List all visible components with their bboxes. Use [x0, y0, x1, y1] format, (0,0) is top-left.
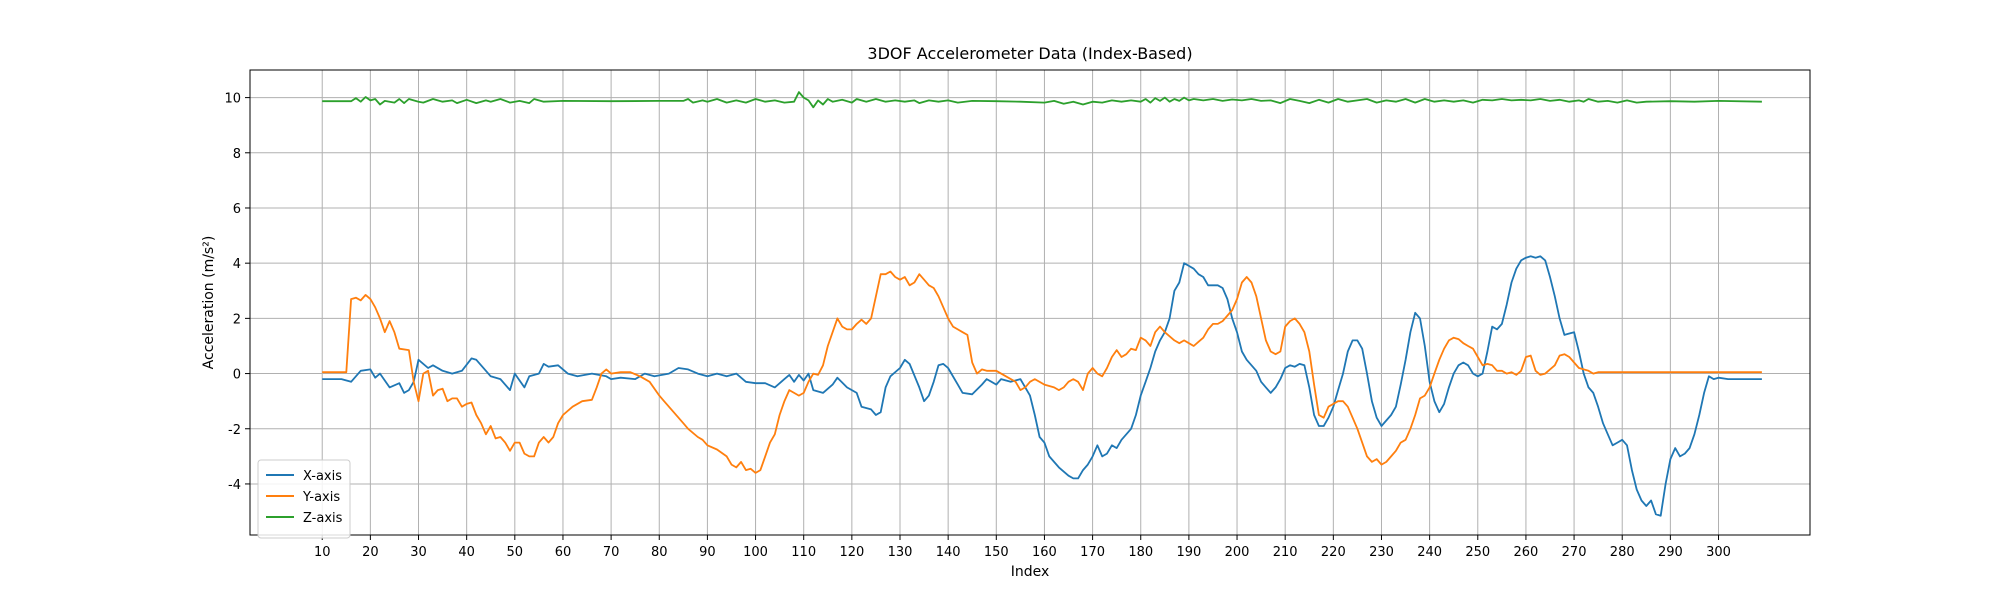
x-tick-label: 240	[1417, 545, 1442, 560]
x-tick-label: 180	[1128, 545, 1153, 560]
legend-entries: X-axis Y-axis Z-axis	[266, 469, 343, 526]
y-tick-label: 6	[233, 202, 241, 217]
x-tick-label: 10	[314, 545, 331, 560]
x-tick-label: 280	[1610, 545, 1635, 560]
x-tick-label: 130	[888, 545, 913, 560]
series-layer	[322, 91, 1762, 517]
y-tick-label: 4	[233, 257, 241, 272]
legend-label: X-axis	[303, 469, 342, 484]
legend-label: Z-axis	[303, 511, 343, 526]
x-tick-label: 210	[1273, 545, 1298, 560]
plot-frame	[249, 69, 1811, 536]
x-tick-label: 120	[839, 545, 864, 560]
grid	[250, 70, 1810, 535]
x-tick-label: 230	[1369, 545, 1394, 560]
legend: X-axis Y-axis Z-axis	[257, 459, 351, 539]
x-tick-label: 40	[458, 545, 475, 560]
y-axis-label: Acceleration (m/s²)	[201, 236, 217, 370]
x-axis-label: Index	[1011, 564, 1050, 580]
chart-title: 3DOF Accelerometer Data (Index-Based)	[867, 44, 1192, 63]
x-tick-label: 300	[1706, 545, 1731, 560]
x-tick-label: 70	[603, 545, 620, 560]
x-tick-label: 270	[1562, 545, 1587, 560]
y-tick-label: 0	[233, 368, 241, 383]
y-tick-label: -2	[228, 423, 241, 438]
x-tick-label: 160	[1032, 545, 1057, 560]
x-tick-label: 250	[1465, 545, 1490, 560]
series-line-z-axis	[322, 91, 1762, 109]
x-tick-label: 30	[410, 545, 427, 560]
x-tick-label: 100	[743, 545, 768, 560]
x-tick-label: 200	[1225, 545, 1250, 560]
x-tick-label: 50	[507, 545, 524, 560]
y-tick-label: 2	[233, 312, 241, 327]
x-tick-label: 90	[699, 545, 716, 560]
series-line-y-axis	[322, 270, 1762, 474]
y-tick-label: 8	[233, 147, 241, 162]
x-tick-label: 80	[651, 545, 668, 560]
x-tick-label: 170	[1080, 545, 1105, 560]
ticks: 10 20 30 40 50 60 70 80 90 100 110 120 130 140 150 160 1…	[224, 92, 1730, 560]
x-tick-label: 60	[555, 545, 572, 560]
y-tick-label: -4	[228, 478, 241, 493]
x-tick-label: 150	[984, 545, 1009, 560]
x-tick-label: 140	[936, 545, 961, 560]
x-tick-label: 220	[1321, 545, 1346, 560]
legend-box	[257, 459, 351, 539]
x-tick-label: 260	[1514, 545, 1539, 560]
x-tick-label: 20	[362, 545, 379, 560]
x-tick-label: 190	[1176, 545, 1201, 560]
x-tick-label: 110	[791, 545, 816, 560]
legend-label: Y-axis	[302, 490, 340, 505]
y-tick-label: 10	[224, 92, 241, 107]
x-tick-label: 290	[1658, 545, 1683, 560]
